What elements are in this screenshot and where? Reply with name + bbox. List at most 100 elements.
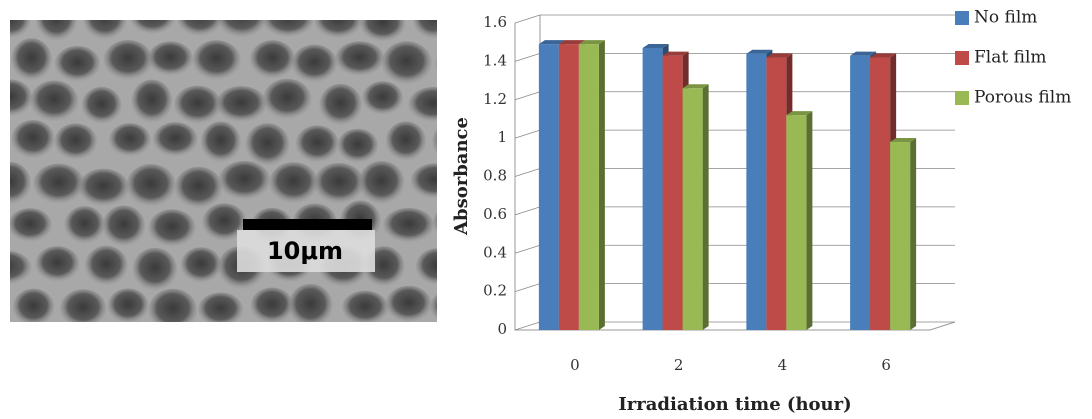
pore <box>201 122 241 164</box>
pore <box>36 0 77 41</box>
y-tick-label: 1 <box>497 128 507 146</box>
pore <box>383 208 434 243</box>
pore <box>109 123 151 157</box>
pore <box>362 81 403 115</box>
pore <box>33 164 84 205</box>
legend-label: Porous film <box>974 88 1071 108</box>
bar <box>579 44 599 330</box>
x-tick-label: 2 <box>674 356 684 374</box>
bar <box>786 115 806 330</box>
pore <box>153 122 198 157</box>
bar <box>746 54 766 330</box>
pore <box>296 125 339 163</box>
bar-side <box>599 40 605 330</box>
pore <box>192 40 240 80</box>
chart: 0 0.2 0.4 0.6 0.8 1 1.2 1.4 1.6 0 2 4 6 No film Flat f… <box>451 8 1071 416</box>
pore <box>131 80 172 124</box>
bar <box>850 56 870 330</box>
pore <box>386 286 432 323</box>
pore <box>83 0 126 40</box>
pore <box>85 246 128 286</box>
pore <box>133 248 178 291</box>
pore <box>181 247 222 283</box>
pore <box>11 38 52 81</box>
legend-label: Flat film <box>974 48 1047 68</box>
pore <box>148 209 195 247</box>
pore <box>359 161 405 205</box>
pore <box>216 86 267 123</box>
pore <box>342 291 388 326</box>
pore <box>360 6 405 42</box>
pore <box>245 123 289 166</box>
y-tick-label: 1.4 <box>483 51 507 69</box>
pore <box>430 289 477 325</box>
bar <box>643 48 663 330</box>
y-tick-label: 0.6 <box>483 205 507 223</box>
pore <box>292 45 337 83</box>
pore <box>108 288 149 323</box>
pore <box>288 284 332 328</box>
legend-swatch <box>955 91 969 105</box>
pore <box>314 163 365 204</box>
pore <box>175 167 223 209</box>
pore <box>174 86 221 125</box>
pore <box>386 121 426 161</box>
y-tick-label: 1.6 <box>483 13 507 31</box>
page: 10μm 0 0.2 0.4 0.6 0.8 1 1.2 1.4 1.6 0 2 4 6 No film F… <box>0 0 1092 419</box>
pore <box>64 206 104 244</box>
y-tick-label: 0.4 <box>483 243 507 261</box>
pore <box>103 40 152 81</box>
x-tick-label: 6 <box>881 356 891 374</box>
pore <box>250 40 295 79</box>
y-axis-title: Absorbance <box>451 117 472 236</box>
x-tick-label: 4 <box>778 356 788 374</box>
bar <box>766 58 786 330</box>
pore <box>436 44 485 84</box>
scale-label: 10μm <box>267 237 343 265</box>
pore <box>382 41 432 85</box>
pore <box>269 162 318 204</box>
legend-swatch <box>955 11 969 25</box>
bar <box>890 142 910 330</box>
x-tick-label: 0 <box>570 356 580 374</box>
pore <box>335 41 384 76</box>
pore <box>337 129 378 164</box>
pore <box>30 80 78 121</box>
bar <box>870 58 890 330</box>
sem-image <box>0 0 485 332</box>
pore <box>82 87 122 125</box>
pore <box>8 208 52 242</box>
pore <box>102 206 145 247</box>
pore <box>148 289 197 332</box>
y-tick-label: 0.8 <box>483 167 507 185</box>
legend-label: No film <box>974 8 1037 28</box>
scale-bar <box>243 219 372 230</box>
pore <box>130 0 176 35</box>
y-tick-label: 1.2 <box>483 90 507 108</box>
bar <box>559 44 579 330</box>
bar <box>539 44 559 330</box>
x-axis-title: Irradiation time (hour) <box>618 394 851 415</box>
pore <box>126 164 175 207</box>
bar <box>683 88 703 330</box>
y-tick-label: 0 <box>497 320 507 338</box>
grid-line <box>515 15 955 23</box>
pore <box>319 84 362 126</box>
pore <box>60 289 106 328</box>
pore <box>148 41 193 76</box>
bar-side <box>806 111 812 330</box>
pore <box>198 292 243 327</box>
pore <box>35 246 79 282</box>
pore <box>55 46 101 82</box>
figure: 10μm 0 0.2 0.4 0.6 0.8 1 1.2 1.4 1.6 0 2 4 6 No film F… <box>0 0 1092 419</box>
pore <box>314 2 362 39</box>
pore <box>54 123 97 160</box>
pore <box>416 248 460 285</box>
pore <box>11 120 54 159</box>
bar-side <box>703 84 709 330</box>
bar-side <box>910 138 916 330</box>
y-tick-label: 0.2 <box>483 282 507 300</box>
pore <box>78 169 129 207</box>
pore <box>262 2 313 38</box>
pore <box>219 161 271 201</box>
